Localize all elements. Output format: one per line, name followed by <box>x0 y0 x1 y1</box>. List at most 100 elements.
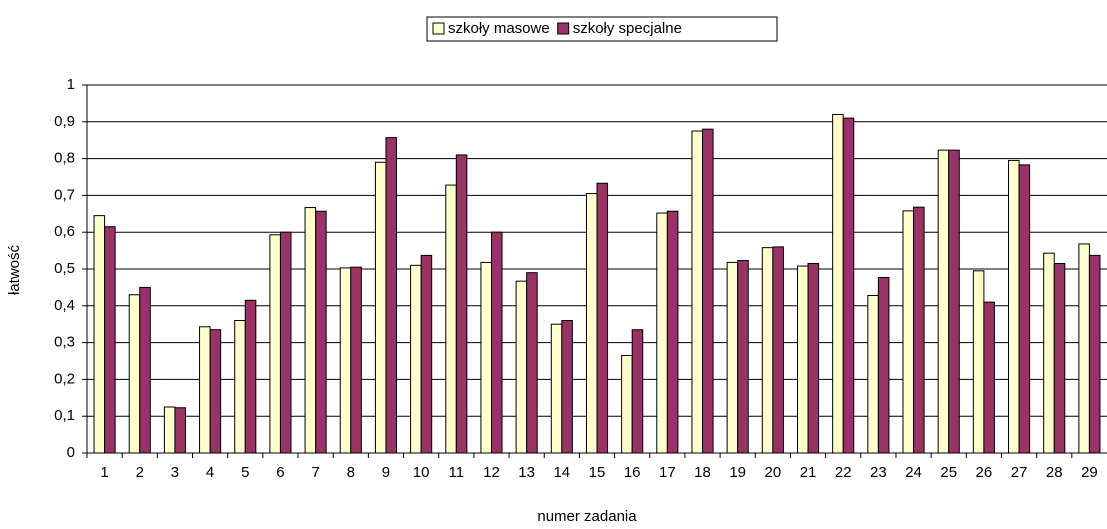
y-tick-label: 0,5 <box>54 260 75 277</box>
x-tick-label: 22 <box>835 464 852 481</box>
bar <box>480 261 492 454</box>
x-tick-label: 12 <box>483 464 500 481</box>
bar <box>550 323 563 454</box>
bar <box>385 137 398 454</box>
legend-swatch <box>432 22 445 35</box>
x-tick-label: 3 <box>171 464 179 481</box>
x-tick-label: 10 <box>413 464 430 481</box>
bar <box>163 406 176 454</box>
bar <box>455 154 468 454</box>
y-tick-label: 0,6 <box>54 223 75 240</box>
x-tick-label: 8 <box>347 464 355 481</box>
legend-label: szkoły masowe <box>448 20 550 37</box>
x-tick-label: 11 <box>449 464 465 481</box>
bar <box>702 128 714 454</box>
bar <box>350 266 362 454</box>
bar <box>209 329 222 454</box>
bar <box>772 246 784 454</box>
bar <box>983 301 995 454</box>
bar <box>1088 254 1101 454</box>
bar <box>842 117 855 454</box>
y-tick-label: 0,9 <box>54 113 75 130</box>
bar <box>1008 159 1020 454</box>
bar <box>561 320 573 454</box>
x-tick-label: 17 <box>659 464 676 481</box>
x-tick-label: 1 <box>100 464 108 481</box>
bar <box>315 210 327 454</box>
bar <box>737 260 749 454</box>
bar <box>526 272 538 454</box>
bar <box>445 184 457 454</box>
bar <box>666 210 679 454</box>
bar <box>972 270 985 454</box>
bar <box>596 182 609 454</box>
bar <box>621 354 633 454</box>
bar <box>128 294 141 454</box>
bar <box>902 210 915 454</box>
bar <box>913 206 925 454</box>
bar <box>304 207 317 454</box>
x-axis-label: numer zadania <box>537 508 637 525</box>
bar <box>867 294 879 454</box>
bar <box>656 212 668 454</box>
x-tick-label: 9 <box>382 464 390 481</box>
bar <box>410 264 422 454</box>
x-tick-label: 27 <box>1011 464 1028 481</box>
x-tick-label: 20 <box>765 464 782 481</box>
y-tick-label: 0,4 <box>54 297 75 314</box>
legend-label: szkoły specjalne <box>573 20 682 37</box>
x-tick-label: 26 <box>976 464 993 481</box>
bar <box>339 267 352 454</box>
bar <box>234 320 246 454</box>
x-tick-label: 14 <box>553 464 570 481</box>
bar <box>1078 243 1090 454</box>
bar <box>691 130 704 454</box>
bar <box>631 329 644 454</box>
bar <box>139 286 151 454</box>
bar <box>515 280 528 454</box>
bar <box>93 215 106 454</box>
x-tick-label: 25 <box>940 464 957 481</box>
x-tick-label: 18 <box>694 464 711 481</box>
bar <box>269 234 281 454</box>
bar <box>104 226 116 454</box>
x-tick-label: 19 <box>729 464 746 481</box>
x-tick-label: 28 <box>1046 464 1063 481</box>
x-tick-label: 4 <box>206 464 214 481</box>
legend-box <box>426 16 778 42</box>
x-tick-label: 6 <box>276 464 284 481</box>
legend-swatch <box>557 22 570 35</box>
bar <box>796 265 809 454</box>
x-tick-label: 5 <box>241 464 249 481</box>
bar <box>199 326 211 454</box>
x-tick-label: 2 <box>136 464 144 481</box>
bar <box>761 247 774 454</box>
bar <box>374 161 387 454</box>
y-tick-label: 1 <box>67 76 75 93</box>
bar <box>585 193 598 454</box>
x-tick-label: 29 <box>1081 464 1098 481</box>
bar <box>420 254 433 454</box>
bar <box>490 231 503 454</box>
x-tick-label: 16 <box>624 464 641 481</box>
bar <box>948 149 960 454</box>
bar <box>877 276 890 454</box>
bar <box>937 149 950 454</box>
x-tick-label: 13 <box>518 464 535 481</box>
y-axis-label: łatwość <box>6 244 23 295</box>
y-tick-label: 0,2 <box>54 370 75 387</box>
bar <box>1018 164 1031 454</box>
bar <box>807 262 820 454</box>
bar <box>726 261 739 454</box>
bar <box>1043 252 1055 454</box>
x-tick-label: 24 <box>905 464 922 481</box>
bar <box>832 113 844 454</box>
y-tick-label: 0,8 <box>54 150 75 167</box>
x-tick-label: 7 <box>311 464 319 481</box>
x-tick-label: 15 <box>589 464 606 481</box>
y-tick-label: 0,1 <box>54 407 75 424</box>
y-tick-label: 0,3 <box>54 334 75 351</box>
bar <box>1053 262 1066 454</box>
bar <box>244 299 257 454</box>
